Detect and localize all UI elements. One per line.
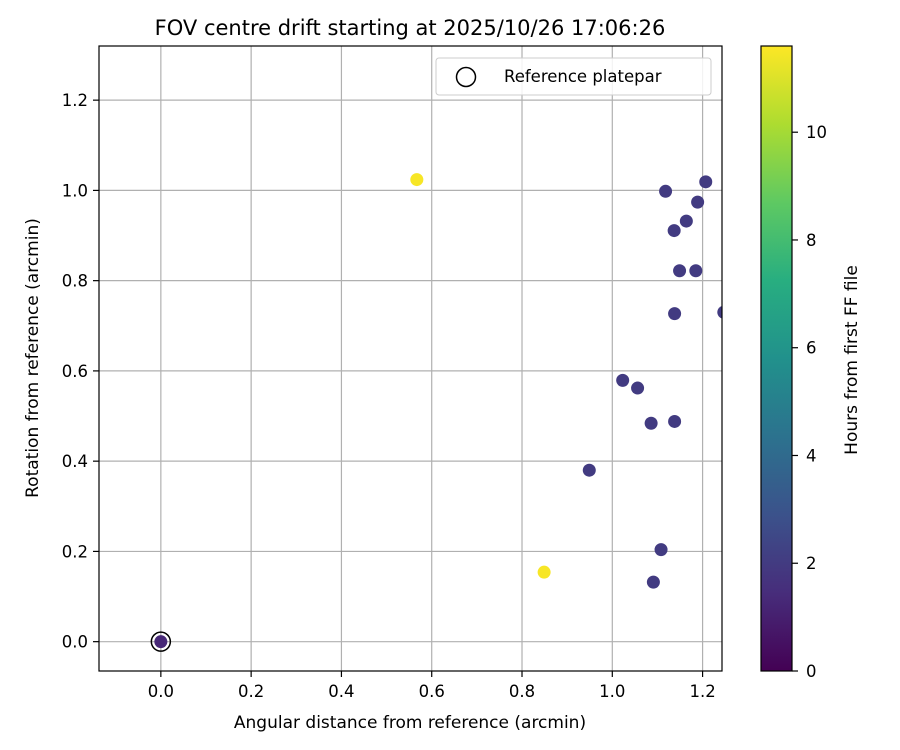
chart-title: FOV centre drift starting at 2025/10/26 … [155, 16, 666, 40]
y-tick-label: 0.4 [62, 452, 88, 471]
data-point [691, 195, 705, 209]
data-point [644, 416, 658, 430]
data-point [646, 575, 660, 589]
data-point [667, 224, 681, 238]
colorbar-tick-label: 6 [806, 339, 817, 358]
data-point [679, 214, 693, 228]
colorbar-label: Hours from first FF file [842, 265, 862, 455]
x-axis-ticks: 0.0 0.2 0.4 0.6 0.8 1.0 1.2 [148, 671, 716, 701]
x-tick-label: 1.2 [689, 682, 715, 701]
y-axis-label: Rotation from reference (arcmin) [23, 218, 43, 498]
y-tick-label: 0.6 [62, 362, 88, 381]
x-tick-label: 0.8 [509, 682, 535, 701]
x-tick-label: 1.0 [599, 682, 625, 701]
data-point [154, 635, 168, 649]
data-point [668, 414, 682, 428]
data-point [673, 264, 687, 278]
data-point [717, 306, 722, 319]
plot-frame [98, 45, 723, 672]
data-point [654, 543, 668, 557]
colorbar-tick-label: 0 [806, 662, 817, 681]
colorbar: 0 2 4 6 8 10 Hours from first FF file [760, 45, 862, 681]
y-tick-label: 0.8 [62, 272, 88, 291]
colorbar-gradient [760, 45, 793, 672]
data-point [537, 565, 551, 579]
legend-box [435, 57, 712, 96]
data-points [154, 173, 722, 649]
data-point [582, 463, 596, 477]
data-point [631, 381, 645, 395]
data-point [659, 184, 673, 198]
x-tick-label: 0.2 [238, 682, 264, 701]
y-tick-label: 1.0 [62, 181, 88, 200]
colorbar-tick-label: 8 [806, 231, 817, 250]
x-tick-label: 0.0 [148, 682, 174, 701]
legend-marker [455, 66, 477, 88]
grid-layer [99, 46, 722, 671]
data-point [668, 307, 682, 321]
data-point [616, 373, 630, 387]
x-tick-label: 0.4 [328, 682, 354, 701]
x-tick-label: 0.6 [419, 682, 445, 701]
y-tick-label: 0.2 [62, 542, 88, 561]
y-axis-ticks: 0.0 0.2 0.4 0.6 0.8 1.0 1.2 [62, 91, 99, 652]
colorbar-tick-label: 4 [806, 446, 817, 465]
y-tick-label: 1.2 [62, 91, 88, 110]
data-point [699, 175, 713, 189]
colorbar-tick-label: 10 [806, 123, 827, 142]
data-point [410, 173, 424, 187]
data-point [689, 264, 703, 278]
colorbar-tick-label: 2 [806, 554, 817, 573]
legend: Reference platepar [435, 57, 712, 96]
colorbar-ticks: 0 2 4 6 8 10 [792, 123, 827, 681]
reference-platepar-marker [150, 631, 172, 652]
y-tick-label: 0.0 [62, 633, 88, 652]
legend-label: Reference platepar [504, 67, 662, 86]
x-axis-label: Angular distance from reference (arcmin) [234, 713, 586, 733]
